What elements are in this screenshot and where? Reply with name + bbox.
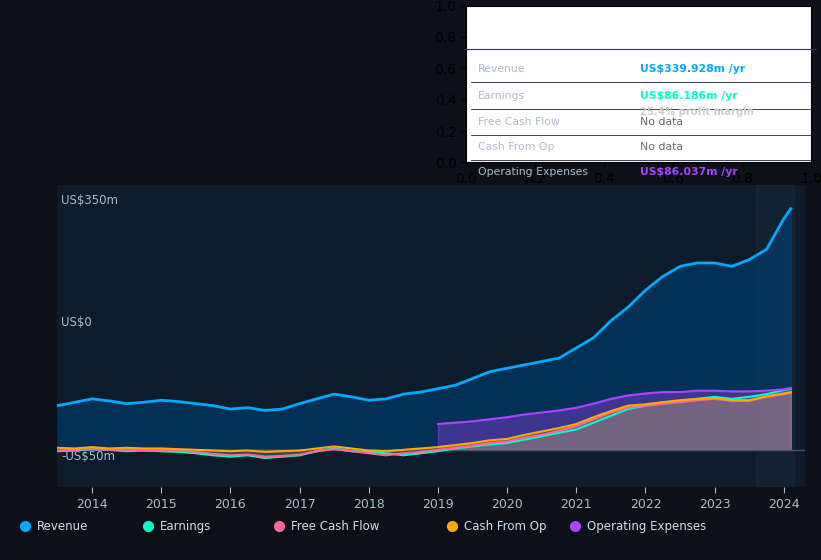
Text: US$350m: US$350m bbox=[62, 194, 118, 207]
Text: Earnings: Earnings bbox=[160, 520, 212, 533]
Text: Revenue: Revenue bbox=[478, 64, 525, 74]
Text: Free Cash Flow: Free Cash Flow bbox=[291, 520, 380, 533]
Text: US$86.037m /yr: US$86.037m /yr bbox=[640, 166, 738, 176]
Text: Free Cash Flow: Free Cash Flow bbox=[478, 117, 560, 127]
Text: Earnings: Earnings bbox=[478, 91, 525, 101]
Text: US$339.928m /yr: US$339.928m /yr bbox=[640, 64, 745, 74]
Bar bbox=[756, 185, 794, 487]
Text: Operating Expenses: Operating Expenses bbox=[587, 520, 706, 533]
Text: Cash From Op: Cash From Op bbox=[478, 142, 554, 152]
Text: No data: No data bbox=[640, 142, 683, 152]
Text: Operating Expenses: Operating Expenses bbox=[478, 166, 588, 176]
Text: 25.4% profit margin: 25.4% profit margin bbox=[640, 107, 754, 117]
Text: Cash From Op: Cash From Op bbox=[464, 520, 546, 533]
Text: -US$50m: -US$50m bbox=[62, 450, 115, 463]
Text: No data: No data bbox=[640, 117, 683, 127]
Text: Revenue: Revenue bbox=[37, 520, 89, 533]
Text: US$0: US$0 bbox=[62, 316, 92, 329]
Text: Mar 31 2024: Mar 31 2024 bbox=[478, 36, 571, 49]
Text: US$86.186m /yr: US$86.186m /yr bbox=[640, 91, 738, 101]
